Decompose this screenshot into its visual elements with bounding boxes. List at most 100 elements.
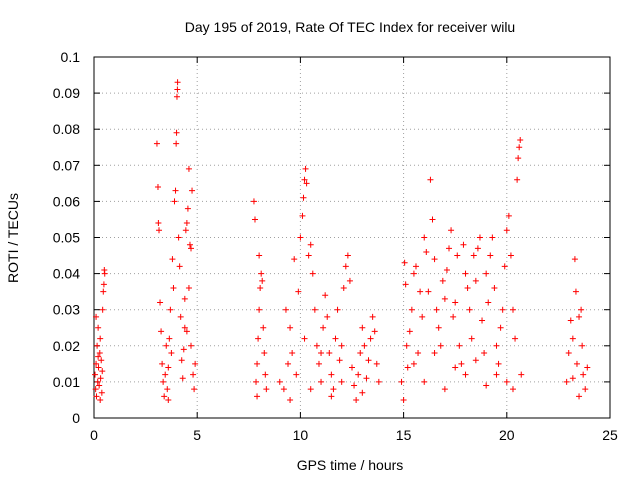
data-point — [297, 234, 304, 241]
data-point — [572, 288, 579, 295]
data-point — [425, 288, 432, 295]
data-point — [178, 357, 185, 364]
data-point — [452, 364, 459, 371]
data-point — [443, 266, 450, 273]
data-point — [287, 324, 294, 331]
data-point — [253, 378, 260, 385]
data-point — [324, 313, 331, 320]
data-point — [435, 324, 442, 331]
data-point — [512, 335, 519, 342]
data-point — [154, 183, 161, 190]
data-point — [514, 176, 521, 183]
y-axis-ticks: 0 0.01 0.02 0.03 0.04 0.05 0.06 0.07 0.08 0.09 0.1 — [53, 49, 610, 426]
data-point — [470, 252, 477, 259]
data-point — [431, 256, 438, 263]
data-point — [179, 375, 186, 382]
data-point — [305, 252, 312, 259]
data-point — [410, 360, 417, 367]
data-point — [165, 364, 172, 371]
data-point — [173, 129, 180, 136]
data-point — [185, 165, 192, 172]
data-point — [174, 79, 181, 86]
data-point — [301, 335, 308, 342]
data-point — [489, 234, 496, 241]
data-point — [495, 360, 502, 367]
data-point — [191, 386, 198, 393]
data-point — [95, 364, 102, 371]
data-point — [571, 256, 578, 263]
data-point — [474, 245, 481, 252]
data-point — [472, 357, 479, 364]
data-point — [507, 252, 514, 259]
data-point — [262, 371, 269, 378]
data-point — [363, 375, 370, 382]
y-tick-label: 0.04 — [53, 266, 80, 282]
data-point — [462, 270, 469, 277]
data-point — [175, 234, 182, 241]
data-point — [517, 137, 524, 144]
data-point — [299, 212, 306, 219]
data-point — [491, 285, 498, 292]
x-axis-label: GPS time / hours — [297, 457, 404, 473]
data-point — [458, 360, 465, 367]
y-tick-label: 0.05 — [53, 230, 80, 246]
data-point — [291, 256, 298, 263]
data-point — [472, 277, 479, 284]
data-point — [282, 306, 289, 313]
data-point — [353, 396, 360, 403]
data-point — [503, 227, 510, 234]
data-point — [93, 393, 100, 400]
data-point — [190, 371, 197, 378]
data-point — [518, 371, 525, 378]
data-point — [189, 187, 196, 194]
data-point — [328, 371, 335, 378]
data-point — [483, 382, 490, 389]
data-point — [93, 360, 100, 367]
data-point — [485, 299, 492, 306]
data-point — [93, 313, 100, 320]
data-point — [338, 378, 345, 385]
data-point — [497, 324, 504, 331]
data-point — [257, 285, 264, 292]
data-point — [97, 396, 104, 403]
data-point — [287, 396, 294, 403]
data-point — [355, 371, 362, 378]
data-point — [156, 227, 163, 234]
data-point — [403, 342, 410, 349]
data-point — [419, 313, 426, 320]
data-point — [328, 393, 335, 400]
data-point — [448, 227, 455, 234]
data-point — [450, 313, 457, 320]
y-axis-label: ROTI / TECUs — [5, 193, 21, 283]
data-point — [402, 281, 409, 288]
data-point — [423, 248, 430, 255]
data-point — [441, 386, 448, 393]
data-point — [276, 378, 283, 385]
data-point — [99, 368, 106, 375]
data-point — [401, 259, 408, 266]
y-tick-label: 0.08 — [53, 121, 80, 137]
data-point — [369, 313, 376, 320]
x-tick-label: 15 — [396, 427, 412, 443]
data-point — [503, 378, 510, 385]
data-point — [509, 306, 516, 313]
y-tick-label: 0.1 — [61, 49, 81, 65]
data-point — [295, 288, 302, 295]
data-point — [251, 216, 258, 223]
x-tick-label: 20 — [499, 427, 515, 443]
data-point — [184, 205, 191, 212]
data-point — [446, 245, 453, 252]
data-point — [487, 252, 494, 259]
data-point — [415, 350, 422, 357]
data-point — [332, 335, 339, 342]
data-point — [176, 263, 183, 270]
data-point — [318, 350, 325, 357]
data-point — [579, 342, 586, 349]
data-point — [94, 342, 101, 349]
data-point — [499, 306, 506, 313]
data-point — [182, 227, 189, 234]
data-point — [359, 389, 366, 396]
data-point — [338, 342, 345, 349]
data-point — [164, 386, 171, 393]
data-point — [460, 241, 467, 248]
